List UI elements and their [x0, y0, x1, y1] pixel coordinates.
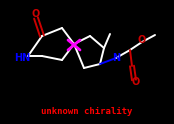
Text: HN: HN [14, 53, 30, 63]
Text: O: O [32, 9, 40, 19]
Text: O: O [132, 77, 140, 87]
Text: unknown chirality: unknown chirality [41, 108, 133, 117]
Text: O: O [138, 35, 146, 45]
Text: N: N [112, 53, 120, 63]
